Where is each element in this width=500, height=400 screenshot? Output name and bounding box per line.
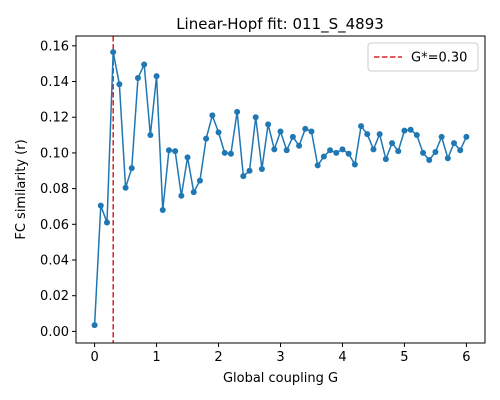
data-point — [147, 132, 154, 139]
y-tick-label: 0.12 — [40, 111, 69, 126]
data-point — [159, 207, 166, 214]
data-point — [97, 202, 104, 209]
x-tick-label: 6 — [462, 350, 470, 365]
y-tick-label: 0.00 — [40, 325, 69, 340]
legend: G*=0.30 — [367, 42, 479, 72]
data-point — [91, 322, 98, 329]
data-point — [215, 129, 222, 136]
data-point — [258, 165, 265, 172]
data-point — [178, 192, 185, 199]
y-tick-label: 0.04 — [40, 254, 69, 269]
data-point — [153, 73, 160, 80]
data-point — [308, 128, 315, 135]
x-tick-label: 5 — [400, 350, 408, 365]
data-point — [283, 147, 290, 154]
data-point — [103, 219, 110, 226]
data-point — [141, 61, 148, 68]
data-point — [327, 147, 334, 154]
y-tick-label: 0.10 — [40, 146, 69, 161]
y-axis-label: FC similarity (r) — [14, 139, 29, 239]
data-point — [457, 147, 464, 154]
y-tick-label: 0.14 — [40, 75, 69, 90]
chart-title: Linear-Hopf fit: 011_S_4893 — [176, 15, 384, 34]
x-tick-label: 2 — [214, 350, 222, 365]
data-point — [382, 156, 389, 163]
data-point — [444, 155, 451, 162]
data-point — [265, 121, 272, 128]
data-point — [209, 112, 216, 119]
x-axis: 0 1 2 3 4 5 6 — [90, 343, 471, 365]
y-tick-label: 0.06 — [40, 218, 69, 233]
data-point — [190, 189, 197, 196]
data-point — [234, 108, 241, 115]
x-tick-label: 0 — [90, 350, 98, 365]
data-point — [320, 153, 327, 160]
legend-box — [367, 42, 479, 72]
y-tick-label: 0.08 — [40, 182, 69, 197]
data-point — [351, 161, 358, 168]
data-point — [165, 147, 172, 154]
x-axis-label: Global coupling G — [223, 371, 338, 386]
data-point — [413, 132, 420, 139]
data-point — [395, 148, 402, 155]
data-point — [401, 127, 408, 134]
data-point — [426, 157, 433, 164]
data-point — [463, 133, 470, 140]
data-point — [333, 149, 340, 156]
legend-label-reference-line: G*=0.30 — [411, 51, 467, 66]
data-point — [376, 131, 383, 138]
y-axis: 0.00 0.02 0.04 0.06 0.08 0.10 0.12 0.14 0.16 — [40, 39, 76, 340]
data-point — [438, 133, 445, 140]
data-point — [172, 148, 179, 155]
data-point — [227, 150, 234, 157]
data-point — [370, 146, 377, 153]
data-point — [345, 150, 352, 157]
data-point — [246, 167, 253, 174]
data-point — [184, 154, 191, 161]
x-tick-label: 3 — [276, 350, 284, 365]
data-point — [252, 114, 259, 121]
data-point — [407, 126, 414, 133]
data-point — [134, 74, 141, 81]
data-point — [314, 162, 321, 169]
y-tick-label: 0.16 — [40, 39, 69, 54]
data-point — [203, 135, 210, 142]
x-tick-label: 1 — [152, 350, 160, 365]
data-point — [221, 149, 228, 156]
data-point — [289, 133, 296, 140]
data-point — [116, 81, 123, 88]
data-point — [196, 177, 203, 184]
x-tick-label: 4 — [338, 350, 346, 365]
data-point — [240, 173, 247, 180]
y-tick-label: 0.02 — [40, 289, 69, 304]
data-point — [122, 184, 129, 191]
data-point — [277, 128, 284, 135]
data-point — [110, 49, 117, 56]
data-point — [358, 123, 365, 130]
data-point — [271, 146, 278, 153]
data-point — [364, 131, 371, 138]
data-point — [128, 165, 135, 172]
data-point — [432, 149, 439, 156]
series-layer — [91, 49, 470, 329]
data-point — [420, 149, 427, 156]
data-point — [339, 146, 346, 153]
data-point — [451, 140, 458, 147]
data-point — [302, 125, 309, 132]
data-point — [389, 140, 396, 147]
data-point — [296, 142, 303, 149]
plot-area — [75, 35, 486, 344]
